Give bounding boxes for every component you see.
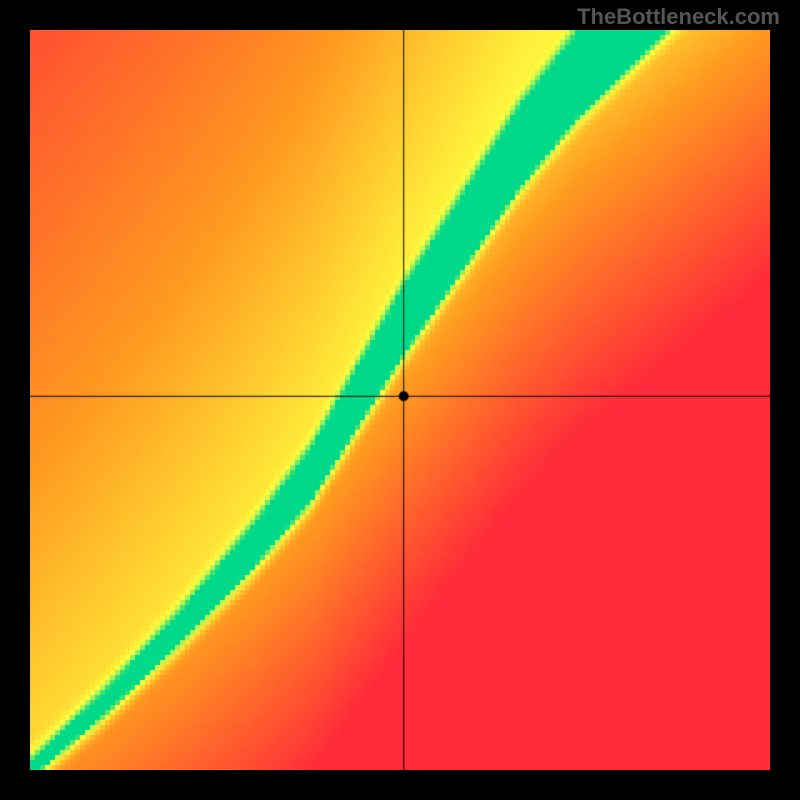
heatmap-canvas: [30, 30, 770, 770]
watermark-text: TheBottleneck.com: [577, 4, 780, 30]
heatmap-plot: [30, 30, 770, 770]
